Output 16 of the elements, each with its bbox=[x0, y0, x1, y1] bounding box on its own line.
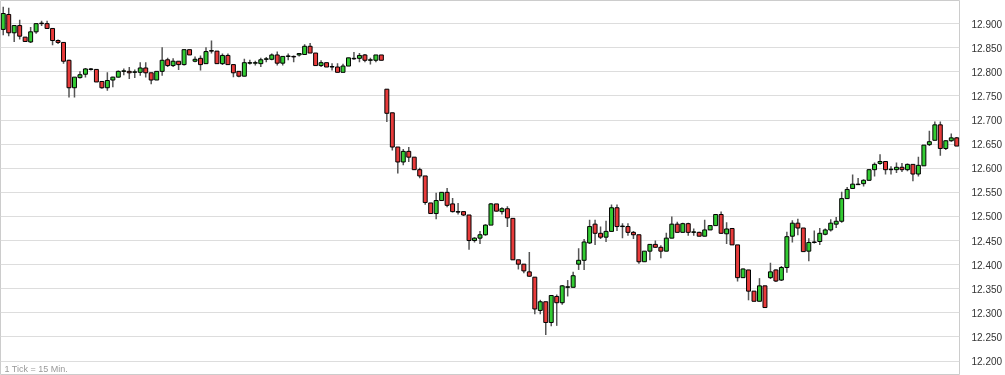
y-tick-label: 12.800 bbox=[971, 66, 1003, 78]
y-tick-label: 12.750 bbox=[971, 90, 1003, 102]
y-tick-label: 12.600 bbox=[971, 163, 1003, 175]
y-tick-label: 12.550 bbox=[971, 187, 1003, 199]
y-tick-label: 12.700 bbox=[971, 115, 1003, 127]
y-tick-label: 12.400 bbox=[971, 259, 1003, 271]
y-tick-label: 12.200 bbox=[971, 356, 1003, 368]
y-tick-label: 12.300 bbox=[971, 307, 1003, 319]
y-tick-label: 12.450 bbox=[971, 235, 1003, 247]
y-tick-label: 12.650 bbox=[971, 139, 1003, 151]
y-tick-label: 12.850 bbox=[971, 42, 1003, 54]
y-tick-label: 12.350 bbox=[971, 283, 1003, 295]
y-tick-label: 12.250 bbox=[971, 331, 1003, 343]
y-tick-label: 12.500 bbox=[971, 211, 1003, 223]
annotation: 1 Tick = 15 Min. bbox=[4, 363, 68, 374]
y-tick-label: 12.900 bbox=[971, 18, 1003, 30]
